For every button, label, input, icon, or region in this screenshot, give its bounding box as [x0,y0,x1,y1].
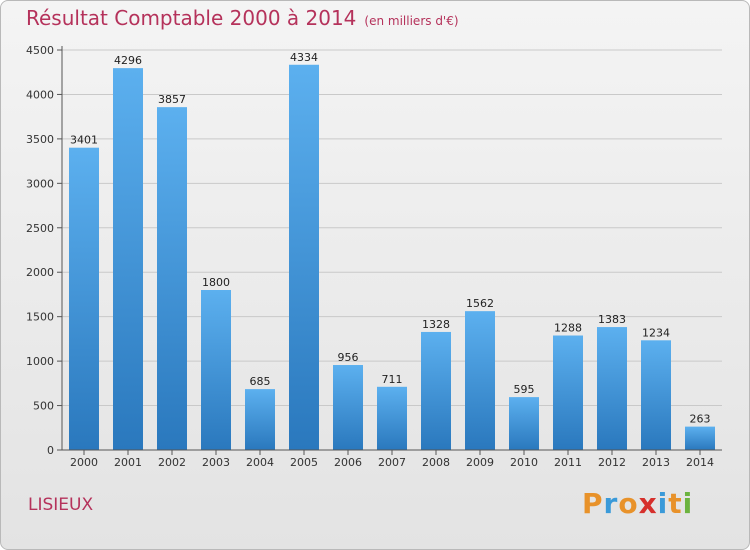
bar-2014 [685,426,715,450]
axes: 0 500 1000 1500 2000 2500 3000 3500 4000 4500 2000… [26,44,722,469]
data-label-2010: 595 [514,383,535,396]
bar-2008 [421,331,451,450]
x-tick-label-2004: 2004 [246,456,274,469]
logo-letter: x [638,487,658,520]
x-tick-label-2001: 2001 [114,456,142,469]
bar-2004 [245,389,275,450]
y-tick-label: 4000 [26,88,54,101]
y-tick-label: 4500 [26,44,54,57]
logo-letter: i [682,487,694,520]
bar-2009 [465,311,495,450]
bar-2011 [553,335,583,450]
y-tick-label: 3500 [26,133,54,146]
proxiti-logo: Proxiti [582,487,693,520]
bar-2007 [377,386,407,450]
x-tick-label-2013: 2013 [642,456,670,469]
x-tick-label-2005: 2005 [290,456,318,469]
logo-letter: t [668,487,683,520]
title-unit: (en milliers d'€) [364,14,459,28]
bar-2001 [113,68,143,450]
y-tick-label: 2000 [26,266,54,279]
data-label-2012: 1383 [598,313,626,326]
x-tick-label-2012: 2012 [598,456,626,469]
bar-2002 [157,107,187,451]
bar-2013 [641,340,671,450]
x-tick-label-2010: 2010 [510,456,538,469]
bar-2010 [509,397,539,450]
data-label-2007: 711 [382,373,403,386]
city-name: LISIEUX [28,495,94,515]
data-label-2014: 263 [690,413,711,426]
y-tick-label: 1000 [26,355,54,368]
bar-2006 [333,365,363,450]
data-label-2004: 685 [250,375,271,388]
data-label-2002: 3857 [158,93,186,106]
y-tick-label: 0 [47,444,54,457]
x-tick-label-2011: 2011 [554,456,582,469]
x-tick-label-2000: 2000 [70,456,98,469]
x-tick-label-2006: 2006 [334,456,362,469]
x-tick-label-2014: 2014 [686,456,714,469]
data-label-2011: 1288 [554,322,582,335]
data-label-2009: 1562 [466,297,494,310]
logo-letter: i [657,487,669,520]
data-label-2006: 956 [338,351,359,364]
bar-2000 [69,147,99,450]
title-text: Résultat Comptable 2000 à 2014 [26,6,357,30]
data-label-2008: 1328 [422,318,450,331]
bars: 3401 4296 3857 1800 685 4334 956 711 1328 1562 595… [69,51,715,451]
x-tick-label-2009: 2009 [466,456,494,469]
x-tick-label-2007: 2007 [378,456,406,469]
x-tick-label-2008: 2008 [422,456,450,469]
data-label-2001: 4296 [114,54,142,67]
x-tick-label-2003: 2003 [202,456,230,469]
x-tick-label-2002: 2002 [158,456,186,469]
data-label-2000: 3401 [70,134,98,147]
data-label-2013: 1234 [642,326,670,339]
y-tick-label: 500 [33,400,54,413]
y-tick-label: 2500 [26,222,54,235]
data-label-2005: 4334 [290,51,318,64]
logo-letter: o [618,487,639,520]
logo-letter: r [603,487,619,520]
bar-2012 [597,327,627,450]
logo-letter: P [582,487,604,520]
y-tick-label: 3000 [26,177,54,190]
bar-2005 [289,64,319,450]
y-tick-label: 1500 [26,311,54,324]
chart-title: Résultat Comptable 2000 à 2014 (en millie… [26,6,459,30]
data-label-2003: 1800 [202,276,230,289]
bar-2003 [201,290,231,450]
